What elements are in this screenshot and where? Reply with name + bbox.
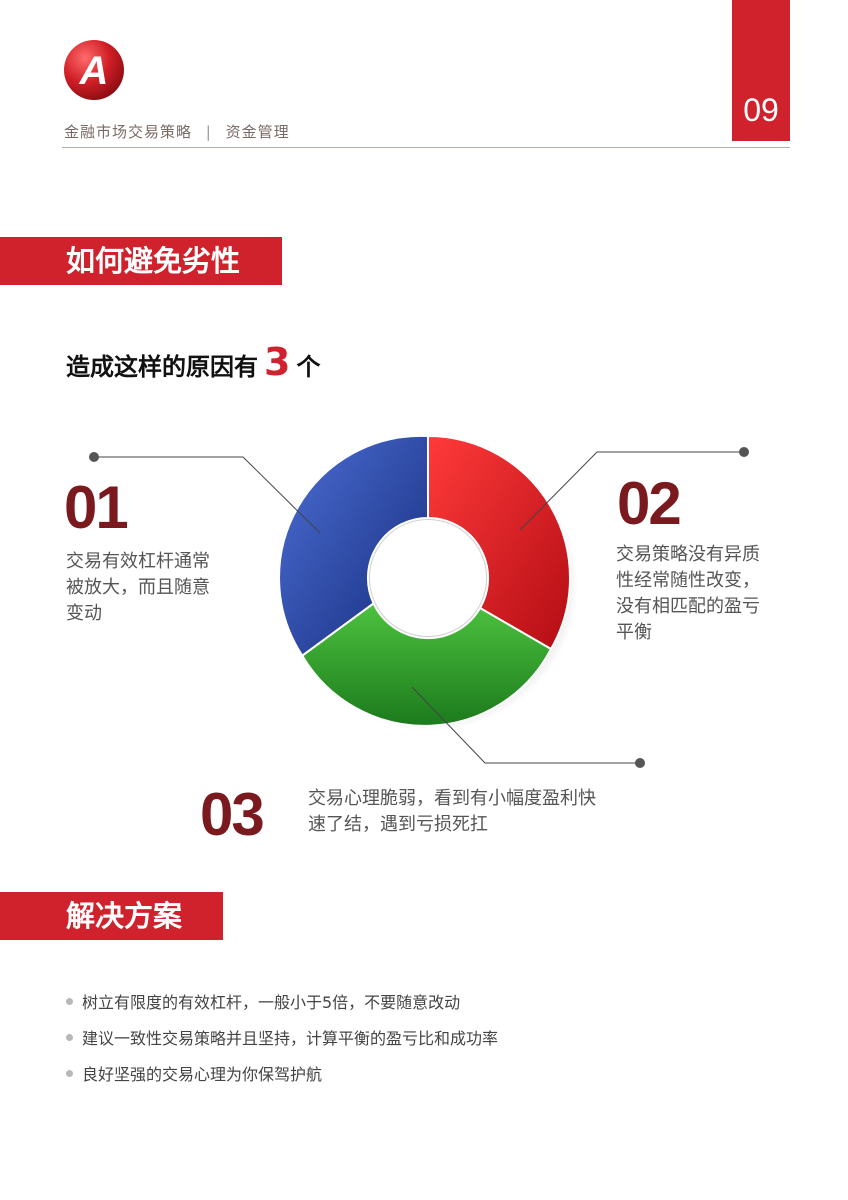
subtitle-count: 3 — [264, 340, 291, 384]
reason-01-line: 交易有效杠杆通常 — [66, 551, 210, 572]
solution-list: 树立有限度的有效杠杆，一般小于5倍，不要随意改动 建议一致性交易策略并且坚持，计… — [66, 992, 498, 1100]
donut-hole — [370, 520, 486, 636]
reason-03-line: 交易心理脆弱，看到有小幅度盈利快 — [308, 788, 596, 809]
subtitle-text: 造成这样的原因有 — [66, 353, 258, 381]
subtitle-unit: 个 — [296, 353, 321, 381]
reason-02-line: 交易策略没有异质 — [616, 544, 760, 565]
section-title-solution: 解决方案 — [0, 892, 223, 940]
donut-segment-01 — [278, 434, 429, 658]
logo-letter: A — [79, 49, 109, 93]
reason-number-01: 01 — [64, 474, 129, 541]
breadcrumb-separator: | — [205, 123, 212, 141]
list-item: 建议一致性交易策略并且坚持，计算平衡的盈亏比和成功率 — [66, 1028, 498, 1064]
reason-desc-01: 交易有效杠杆通常 被放大，而且随意 变动 — [66, 549, 210, 627]
list-item-text: 树立有限度的有效杠杆，一般小于5倍，不要随意改动 — [82, 993, 461, 1012]
brand-logo: A — [64, 40, 124, 100]
leader-line-03 — [411, 686, 640, 764]
reasons-subtitle: 造成这样的原因有 3 个 — [66, 340, 320, 384]
header-divider — [62, 147, 790, 148]
section-name: 资金管理 — [225, 123, 290, 141]
section-title-avoid: 如何避免劣性 — [0, 237, 282, 285]
leader-dot-01 — [89, 452, 99, 462]
leader-dot-02 — [739, 447, 749, 457]
bullet-icon — [66, 998, 73, 1005]
leader-line-01 — [94, 456, 321, 534]
header-breadcrumb: 金融市场交易策略 | 资金管理 — [64, 121, 290, 142]
donut-segment-03 — [300, 601, 553, 727]
list-item-text: 良好坚强的交易心理为你保驾护航 — [82, 1065, 323, 1084]
reason-number-02: 02 — [617, 470, 682, 537]
bullet-icon — [66, 1070, 73, 1077]
reason-03-line: 速了结，遇到亏损死扛 — [308, 814, 488, 835]
brand-name: 金融市场交易策略 — [64, 123, 193, 141]
reason-desc-02: 交易策略没有异质 性经常随性改变， 没有相匹配的盈亏 平衡 — [616, 542, 760, 646]
page-number: 09 — [743, 92, 779, 128]
list-item: 树立有限度的有效杠杆，一般小于5倍，不要随意改动 — [66, 992, 498, 1028]
list-item-text: 建议一致性交易策略并且坚持，计算平衡的盈亏比和成功率 — [82, 1029, 499, 1048]
reason-02-line: 没有相匹配的盈亏 — [616, 596, 760, 617]
bullet-icon — [66, 1034, 73, 1041]
reason-02-line: 性经常随性改变， — [616, 570, 760, 591]
donut-segment-02 — [427, 434, 571, 651]
reason-01-line: 被放大，而且随意 — [66, 577, 210, 598]
reason-number-03: 03 — [200, 781, 265, 848]
reason-02-line: 平衡 — [616, 622, 652, 643]
page-number-tab: 09 — [732, 0, 790, 141]
leader-line-02 — [519, 451, 744, 531]
reason-desc-03: 交易心理脆弱，看到有小幅度盈利快 速了结，遇到亏损死扛 — [308, 786, 596, 838]
list-item: 良好坚强的交易心理为你保驾护航 — [66, 1064, 498, 1100]
leader-dot-03 — [635, 758, 645, 768]
reason-01-line: 变动 — [66, 603, 102, 624]
